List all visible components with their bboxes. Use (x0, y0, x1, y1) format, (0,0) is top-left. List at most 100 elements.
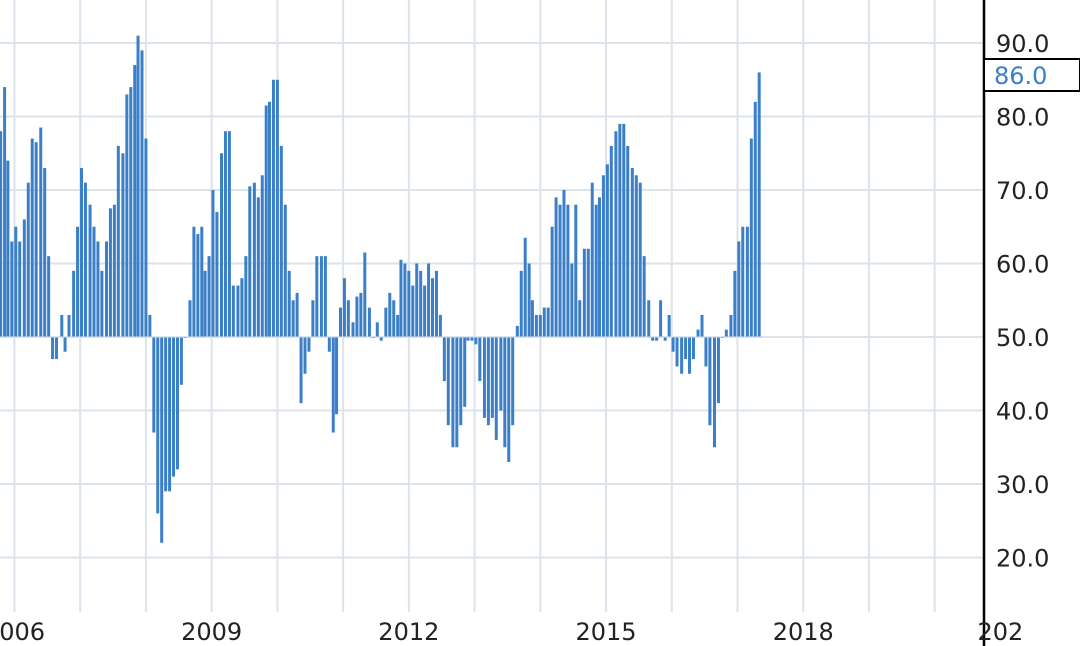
bar (550, 226, 554, 337)
bar (18, 241, 22, 337)
bar (291, 300, 295, 337)
bar (160, 337, 164, 543)
bar (26, 182, 30, 337)
bar (60, 314, 64, 337)
bar (96, 241, 100, 337)
bar (80, 167, 84, 337)
bar (76, 226, 80, 337)
bar (152, 337, 156, 433)
bar (392, 300, 396, 337)
bar (407, 270, 411, 337)
bar (116, 145, 120, 337)
bar (427, 263, 431, 337)
bar (594, 204, 598, 337)
bar (196, 234, 200, 337)
bar (651, 337, 655, 341)
y-tick-label: 40.0 (996, 398, 1049, 426)
bar (490, 337, 494, 418)
bar (140, 50, 144, 337)
bar (192, 226, 196, 337)
bar (507, 337, 511, 462)
bar (359, 292, 363, 337)
bar (478, 337, 482, 382)
bar (403, 263, 407, 337)
x-tick-label: 2009 (181, 618, 242, 646)
bar (745, 226, 749, 337)
y-tick-label: 60.0 (996, 251, 1049, 279)
bar (351, 322, 355, 337)
bar (299, 337, 303, 404)
bar (83, 182, 87, 337)
bar (737, 241, 741, 337)
x-tick-label: 2012 (378, 618, 439, 646)
bar (315, 256, 319, 337)
bar (355, 296, 359, 337)
bar (680, 337, 684, 374)
bar (323, 256, 327, 337)
bar (267, 101, 271, 337)
bar (716, 337, 720, 404)
bar (10, 241, 14, 337)
bar (667, 314, 671, 337)
bar (626, 145, 630, 337)
bar (335, 337, 339, 415)
bar (144, 138, 148, 337)
bar (647, 300, 651, 337)
bar (188, 300, 192, 337)
bar (634, 175, 638, 337)
bar (411, 285, 415, 337)
x-tick-label: 2015 (576, 618, 637, 646)
bar (530, 300, 534, 337)
bar (384, 307, 388, 337)
x-tick-label: 202 (978, 618, 1024, 646)
bar (419, 270, 423, 337)
bar (379, 337, 383, 341)
bar (6, 160, 10, 337)
bar (562, 190, 566, 337)
bar (156, 337, 160, 514)
bar (663, 337, 667, 341)
bar (499, 337, 503, 411)
bar (724, 329, 728, 337)
current-value-box (983, 58, 1080, 92)
bar (148, 314, 152, 337)
bar (534, 314, 538, 337)
bar (655, 337, 659, 341)
bar (597, 197, 601, 337)
bar (455, 337, 459, 448)
bar (423, 285, 427, 337)
bar (470, 337, 474, 341)
bar (431, 278, 435, 337)
bar (30, 138, 34, 337)
bar (172, 337, 176, 477)
bar (688, 337, 692, 374)
y-tick-label: 20.0 (996, 545, 1049, 573)
bar (542, 307, 546, 337)
bar (260, 175, 264, 337)
bar (482, 337, 486, 418)
bar (367, 307, 371, 337)
bar (396, 314, 400, 337)
bar (223, 131, 227, 337)
bar (558, 204, 562, 337)
bar (311, 300, 315, 337)
bar (125, 94, 129, 337)
bar (586, 248, 590, 337)
bar (696, 329, 700, 337)
bar (88, 204, 92, 337)
bar (713, 337, 717, 448)
bar (388, 292, 392, 337)
y-tick-label: 70.0 (996, 177, 1049, 205)
grid (0, 0, 984, 612)
bar (240, 278, 244, 337)
bar (63, 337, 67, 352)
bar (338, 307, 342, 337)
bar (446, 337, 450, 426)
bar (271, 79, 275, 337)
bar (527, 263, 531, 337)
bar (675, 337, 679, 367)
bar (638, 182, 642, 337)
bar (463, 337, 467, 407)
bar (220, 153, 224, 337)
